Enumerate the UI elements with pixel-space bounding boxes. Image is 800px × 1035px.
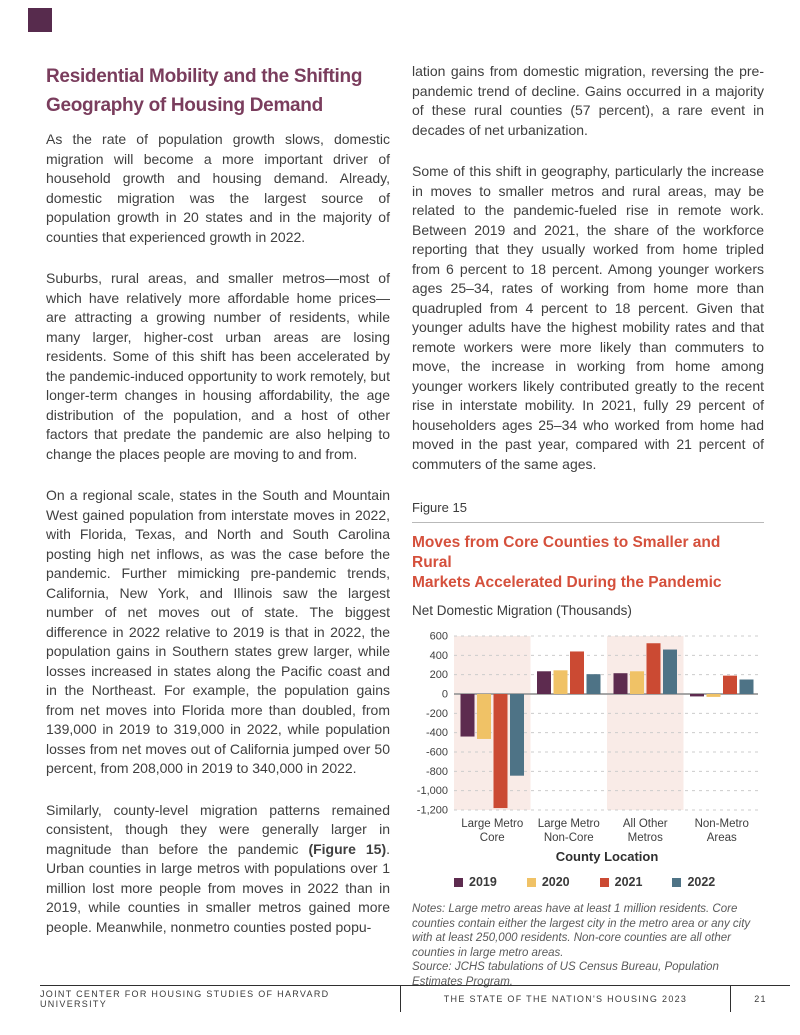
body-paragraph: lation gains from domestic migration, re… bbox=[412, 63, 764, 138]
left-column: Residential Mobility and the Shifting Geo… bbox=[46, 62, 390, 959]
svg-text:-1,000: -1,000 bbox=[417, 785, 448, 797]
figure-label: Figure 15 bbox=[412, 500, 467, 515]
legend-swatch bbox=[454, 877, 463, 887]
figure-notes: Notes: Large metro areas have at least 1… bbox=[412, 902, 764, 989]
footer-report-title: THE STATE OF THE NATION'S HOUSING 2023 bbox=[400, 986, 730, 1012]
svg-text:-1,200: -1,200 bbox=[417, 805, 448, 817]
body-paragraph: Some of this shift in geography, particu… bbox=[412, 163, 764, 472]
legend-swatch bbox=[526, 877, 536, 887]
body-paragraph: Suburbs, rural areas, and smaller metros… bbox=[46, 270, 390, 462]
svg-text:-600: -600 bbox=[426, 747, 448, 759]
figure-title: Moves from Core Counties to Smaller and … bbox=[412, 533, 764, 593]
legend-label: 2020 bbox=[541, 875, 570, 889]
figure-notes-text: Notes: Large metro areas have at least 1… bbox=[412, 903, 751, 959]
svg-text:400: 400 bbox=[430, 650, 448, 662]
chart-legend: 2019 2020 2021 2022 bbox=[412, 875, 764, 889]
svg-text:Core: Core bbox=[480, 832, 505, 844]
legend-label: 2021 bbox=[614, 875, 643, 889]
footer-publisher: JOINT CENTER FOR HOUSING STUDIES OF HARV… bbox=[40, 989, 330, 1009]
page-title: Residential Mobility and the Shifting Geo… bbox=[46, 62, 390, 120]
svg-text:Large Metro: Large Metro bbox=[538, 818, 600, 830]
figure-divider bbox=[412, 522, 764, 523]
chapter-corner-marker bbox=[28, 8, 52, 32]
footer-page-number: 21 bbox=[730, 986, 790, 1012]
right-column: lation gains from domestic migration, re… bbox=[412, 62, 764, 989]
svg-text:All Other: All Other bbox=[623, 818, 668, 830]
svg-text:County Location: County Location bbox=[556, 849, 659, 864]
svg-text:Metros: Metros bbox=[628, 832, 663, 844]
svg-text:200: 200 bbox=[430, 669, 448, 681]
figure-title-line2: Markets Accelerated During the Pandemic bbox=[412, 574, 722, 591]
svg-text:Non-Core: Non-Core bbox=[544, 832, 594, 844]
page-footer: JOINT CENTER FOR HOUSING STUDIES OF HARV… bbox=[40, 985, 790, 1012]
svg-text:-800: -800 bbox=[426, 766, 448, 778]
body-paragraph: On a regional scale, states in the South… bbox=[46, 487, 390, 776]
svg-text:Areas: Areas bbox=[707, 832, 737, 844]
body-paragraph: As the rate of population growth slows, … bbox=[46, 131, 390, 245]
legend-swatch bbox=[599, 877, 609, 887]
figure-15: Figure 15 Moves from Core Counties to Sm… bbox=[412, 500, 764, 989]
svg-text:Large Metro: Large Metro bbox=[461, 818, 523, 830]
legend-item: 2021 bbox=[599, 875, 643, 889]
svg-text:-400: -400 bbox=[426, 727, 448, 739]
figure-reference: (Figure 15) bbox=[308, 840, 387, 857]
legend-label: 2022 bbox=[687, 875, 716, 889]
page-title-line2: Geography of Housing Demand bbox=[46, 95, 323, 116]
legend-swatch bbox=[672, 877, 682, 887]
legend-item: 2019 bbox=[454, 875, 497, 889]
body-paragraph: Similarly, county-level migration patter… bbox=[46, 801, 390, 938]
paragraph-text: Similarly, county-level migration patter… bbox=[46, 801, 390, 857]
chart-area: 600 400 200 0 -200 -400 -600 -800 -1,000 -1,200 La… bbox=[412, 628, 764, 873]
legend-item: 2022 bbox=[672, 875, 715, 889]
paragraph-text: . Urban counties in large metros with po… bbox=[46, 840, 390, 935]
figure-title-line1: Moves from Core Counties to Smaller and … bbox=[412, 534, 721, 571]
svg-text:-200: -200 bbox=[426, 708, 448, 720]
legend-item: 2020 bbox=[526, 875, 570, 889]
svg-text:Non-Metro: Non-Metro bbox=[695, 818, 749, 830]
figure-source-text: Source: JCHS tabulations of US Census Bu… bbox=[412, 961, 719, 988]
svg-text:600: 600 bbox=[430, 631, 448, 643]
legend-label: 2019 bbox=[469, 875, 497, 889]
svg-text:0: 0 bbox=[442, 689, 448, 701]
page-title-line1: Residential Mobility and the Shifting bbox=[46, 66, 363, 87]
figure-chart: 600 400 200 0 -200 -400 -600 -800 -1,000 -1,200 La… bbox=[417, 631, 758, 864]
figure-subtitle: Net Domestic Migration (Thousands) bbox=[412, 603, 632, 618]
